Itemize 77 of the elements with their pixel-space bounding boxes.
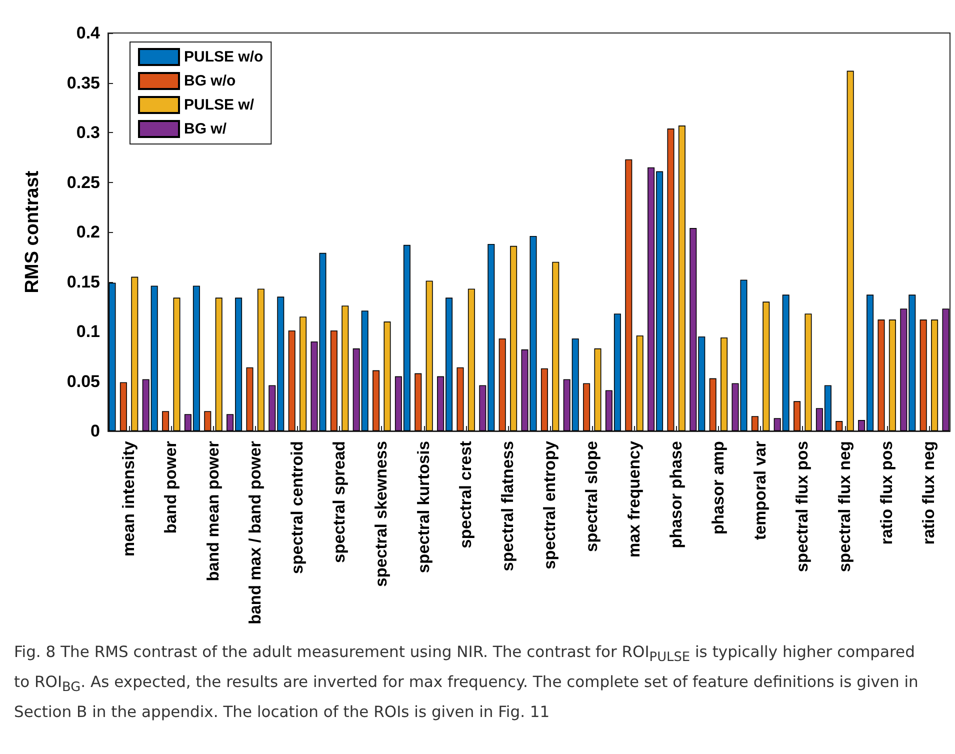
bar [942, 308, 950, 431]
legend-label: PULSE w/o [184, 48, 264, 66]
x-tick-label: spectral centroid [288, 441, 306, 574]
x-tick-label: spectral entropy [541, 440, 560, 570]
y-tick-label: 0 [90, 422, 100, 440]
bar [384, 322, 391, 431]
x-tick-label: spectral flux neg [836, 441, 854, 572]
bar [678, 126, 686, 431]
bar [636, 335, 644, 431]
x-tick-label: temporal var [752, 440, 770, 540]
y-tick-label: 0.25 [66, 172, 100, 192]
bar [162, 411, 170, 431]
x-tick-label: max frequency [625, 440, 644, 558]
x-tick-label: band max / band power [246, 440, 264, 624]
x-tick-label: phasor phase [667, 441, 686, 548]
bar [246, 367, 254, 431]
bar [426, 280, 433, 431]
x-tick-label: spectral flatness [498, 441, 517, 572]
legend-label: BG w/o [184, 72, 236, 90]
bar [920, 320, 927, 431]
x-tick-label: band power [162, 440, 180, 534]
bar [794, 401, 801, 431]
bar [215, 298, 222, 431]
x-tick-label: ratio flux neg [920, 441, 938, 545]
y-tick-label: 0.15 [66, 272, 100, 292]
bar [878, 320, 885, 431]
bar [846, 70, 854, 431]
bar [751, 416, 758, 431]
bar [804, 314, 812, 431]
bar [836, 421, 843, 431]
bar [762, 302, 770, 431]
bar [257, 288, 264, 431]
y-tick-label: 0.4 [76, 24, 101, 42]
bar [931, 320, 938, 431]
x-tick-label: ratio flux pos [878, 441, 896, 545]
bar [625, 159, 632, 431]
bar [468, 288, 475, 431]
bar [552, 262, 560, 431]
x-tick-label: spectral spread [330, 441, 349, 563]
x-tick-label: spectral kurtosis [414, 441, 433, 574]
bar [342, 306, 349, 431]
bar [498, 338, 506, 431]
bar [300, 316, 307, 431]
x-tick-label: spectral flux pos [794, 441, 812, 572]
x-tick-label: mean intensity [120, 440, 138, 557]
bar [888, 320, 896, 431]
bar [131, 276, 138, 431]
x-tick-label: spectral crest [456, 440, 475, 548]
y-axis-title: RMS contrast [22, 170, 43, 294]
y-tick-label: 0.35 [66, 73, 100, 92]
x-tick-label: band mean power [204, 440, 222, 582]
x-tick-label: phasor amp [709, 441, 728, 535]
bar [583, 383, 590, 431]
y-tick-label: 0.2 [76, 222, 100, 242]
y-tick-label: 0.3 [76, 123, 100, 142]
bar [594, 348, 602, 431]
bar [456, 367, 464, 431]
bar [330, 330, 338, 431]
bar [108, 282, 116, 431]
bar [204, 411, 212, 431]
y-tick-label: 0.1 [76, 322, 100, 341]
bar [288, 330, 296, 431]
bar [120, 382, 127, 431]
text: Fig. 8 The RMS contrast of the adult measurement using NIR. The contrast for ROI$_{PULSE}$ is typically higher compared to ROI$_{BG}$. As expected, the results are inverted for max frequency. The complete set of feature definitions is given in Section B in the appendix. The location of the ROIs is given in Fig. 11 [14, 643, 918, 722]
legend-label: BG w/ [184, 120, 228, 138]
bar [414, 373, 422, 431]
bar [372, 370, 380, 431]
x-tick-label: spectral slope [583, 441, 602, 552]
bar [540, 368, 548, 431]
bar [173, 298, 180, 431]
bar [709, 378, 716, 431]
bar [510, 246, 518, 431]
bar [720, 337, 728, 431]
legend-label: PULSE w/ [184, 96, 255, 114]
y-tick-label: 0.05 [66, 372, 100, 391]
bar [667, 128, 674, 431]
x-tick-label: spectral skewness [372, 441, 391, 587]
